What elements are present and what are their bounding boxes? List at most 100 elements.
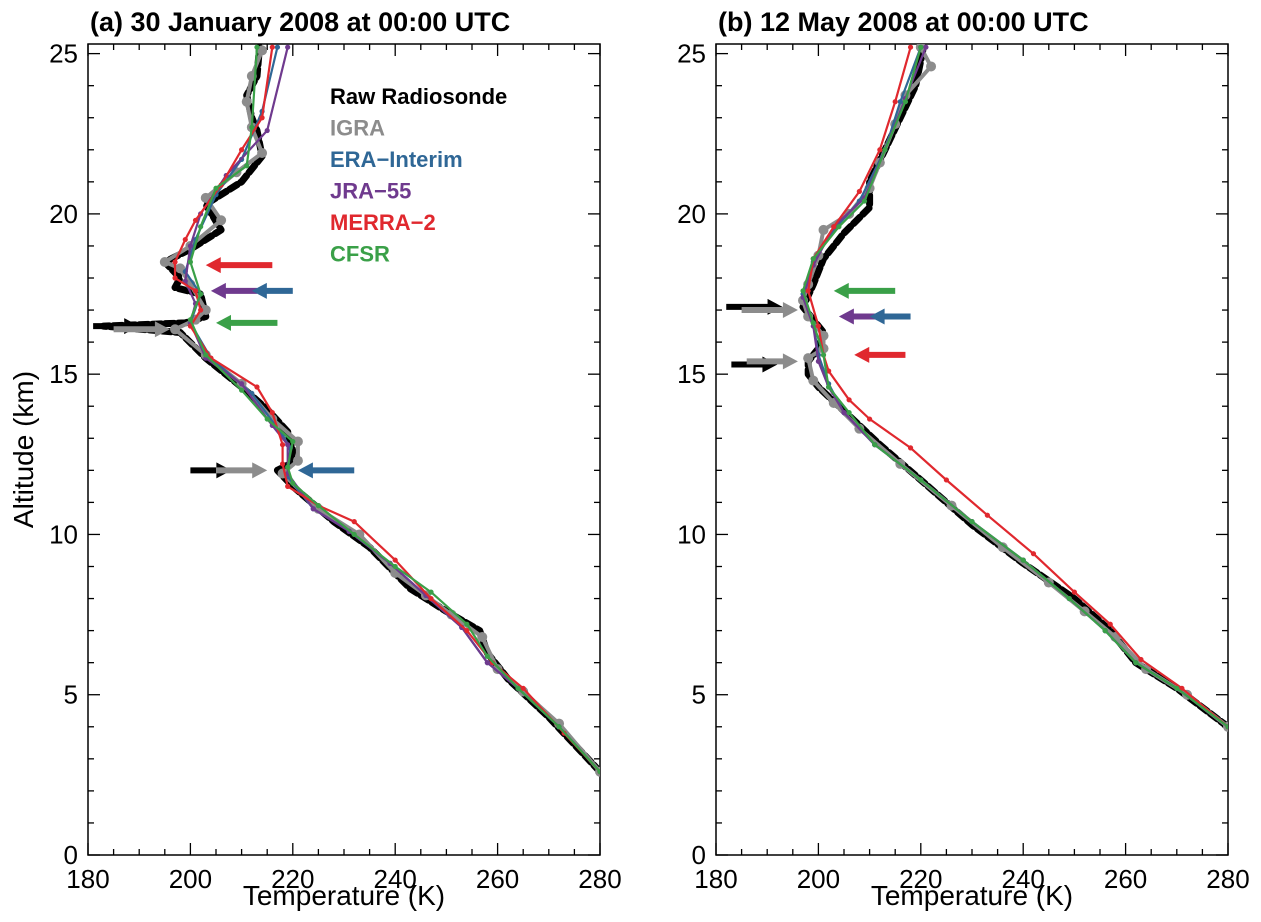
y-tick-label: 0 [64,840,78,870]
legend-entry-cfsr: CFSR [330,242,390,267]
point-cfsr [464,621,470,627]
point-igra [257,147,268,158]
y-axis-label: Altitude (km) [8,371,39,528]
point-cfsr [1225,724,1228,730]
point-jra-55 [239,381,245,387]
arrow-head [210,282,226,299]
point-cfsr [428,589,434,595]
legend-entry-raw-radiosonde: Raw Radiosonde [330,84,507,109]
point-merra-2 [867,416,873,422]
point-merra-2 [198,307,204,313]
x-tick-label: 240 [1002,864,1045,894]
point-merra-2 [846,397,852,403]
point-merra-2 [279,442,286,448]
point-cfsr [1133,660,1139,666]
point-cfsr [249,124,255,130]
point-igra [216,215,227,226]
point-cfsr [285,464,291,470]
y-tick-label: 15 [677,359,706,389]
point-igra [257,45,268,56]
point-cfsr [290,438,296,445]
point-cfsr [315,502,321,509]
series-line-merra-2 [173,46,600,773]
point-cfsr [800,288,806,294]
point-jra-55 [484,660,490,666]
point-igra [926,61,937,72]
point-cfsr [239,387,245,393]
point-merra-2 [943,477,950,483]
x-tick-label: 200 [797,864,840,894]
point-merra-2 [172,259,178,265]
point-merra-2 [172,275,178,281]
point-merra-2 [805,288,811,294]
point-igra [803,353,814,364]
point-cfsr [290,480,296,486]
point-cfsr [187,317,193,323]
plot-frame [715,43,1229,856]
y-tick-label: 20 [677,199,706,229]
point-cfsr [198,224,204,230]
point-merra-2 [192,217,199,223]
point-cfsr [1020,557,1026,563]
point-merra-2 [269,410,275,416]
point-igra [808,375,819,386]
point-merra-2 [1179,685,1185,691]
point-merra-2 [428,595,434,602]
arrow-head [838,308,854,325]
point-igra [292,436,303,447]
point-igra [818,224,829,235]
point-merra-2 [254,384,260,390]
point-merra-2 [520,685,526,691]
point-cfsr [351,531,357,538]
point-cfsr [882,147,888,153]
point-era-interim [274,44,281,50]
point-igra [200,305,211,316]
point-merra-2 [1107,621,1113,627]
x-tick-label: 280 [1206,864,1249,894]
x-axis-label: Temperature (K) [871,880,1073,911]
point-igra [492,664,503,675]
point-merra-2 [877,147,883,153]
point-merra-2 [239,147,245,153]
point-cfsr [515,685,521,691]
series-line-merra-2 [807,46,1228,728]
x-tick-label: 180 [66,864,109,894]
legend-entry-igra: IGRA [330,116,385,141]
y-tick-label: 0 [692,840,706,870]
point-era-interim [897,99,903,105]
point-igra [241,96,252,107]
legend-entry-merra-2: MERRA−2 [330,210,436,235]
arrow-head [251,282,267,299]
point-merra-2 [1071,589,1077,595]
chart-title: (a) 30 January 2008 at 00:00 UTC [90,7,510,37]
point-cfsr [1174,685,1180,691]
y-tick-label: 15 [49,359,78,389]
point-merra-2 [815,323,822,329]
point-cfsr [187,259,193,265]
point-cfsr [556,724,562,730]
point-cfsr [820,352,827,358]
series-line-cfsr [801,46,1228,728]
point-cfsr [846,410,852,416]
point-jra-55 [841,410,847,416]
point-cfsr [198,291,204,297]
point-jra-55 [815,358,822,364]
point-merra-2 [831,224,837,230]
series-line-raw-radiosonde [799,44,1228,731]
x-tick-label: 260 [476,864,519,894]
y-tick-label: 5 [64,680,78,710]
point-igra [477,632,488,643]
point-cfsr [836,224,842,230]
point-merra-2 [259,115,265,121]
x-tick-label: 220 [271,864,314,894]
plot-area [798,44,1228,732]
point-cfsr [826,384,832,390]
point-merra-2 [856,188,862,195]
point-igra [997,542,1008,553]
arrow-head [154,321,170,338]
point-cfsr [872,442,878,448]
point-cfsr [861,198,868,204]
